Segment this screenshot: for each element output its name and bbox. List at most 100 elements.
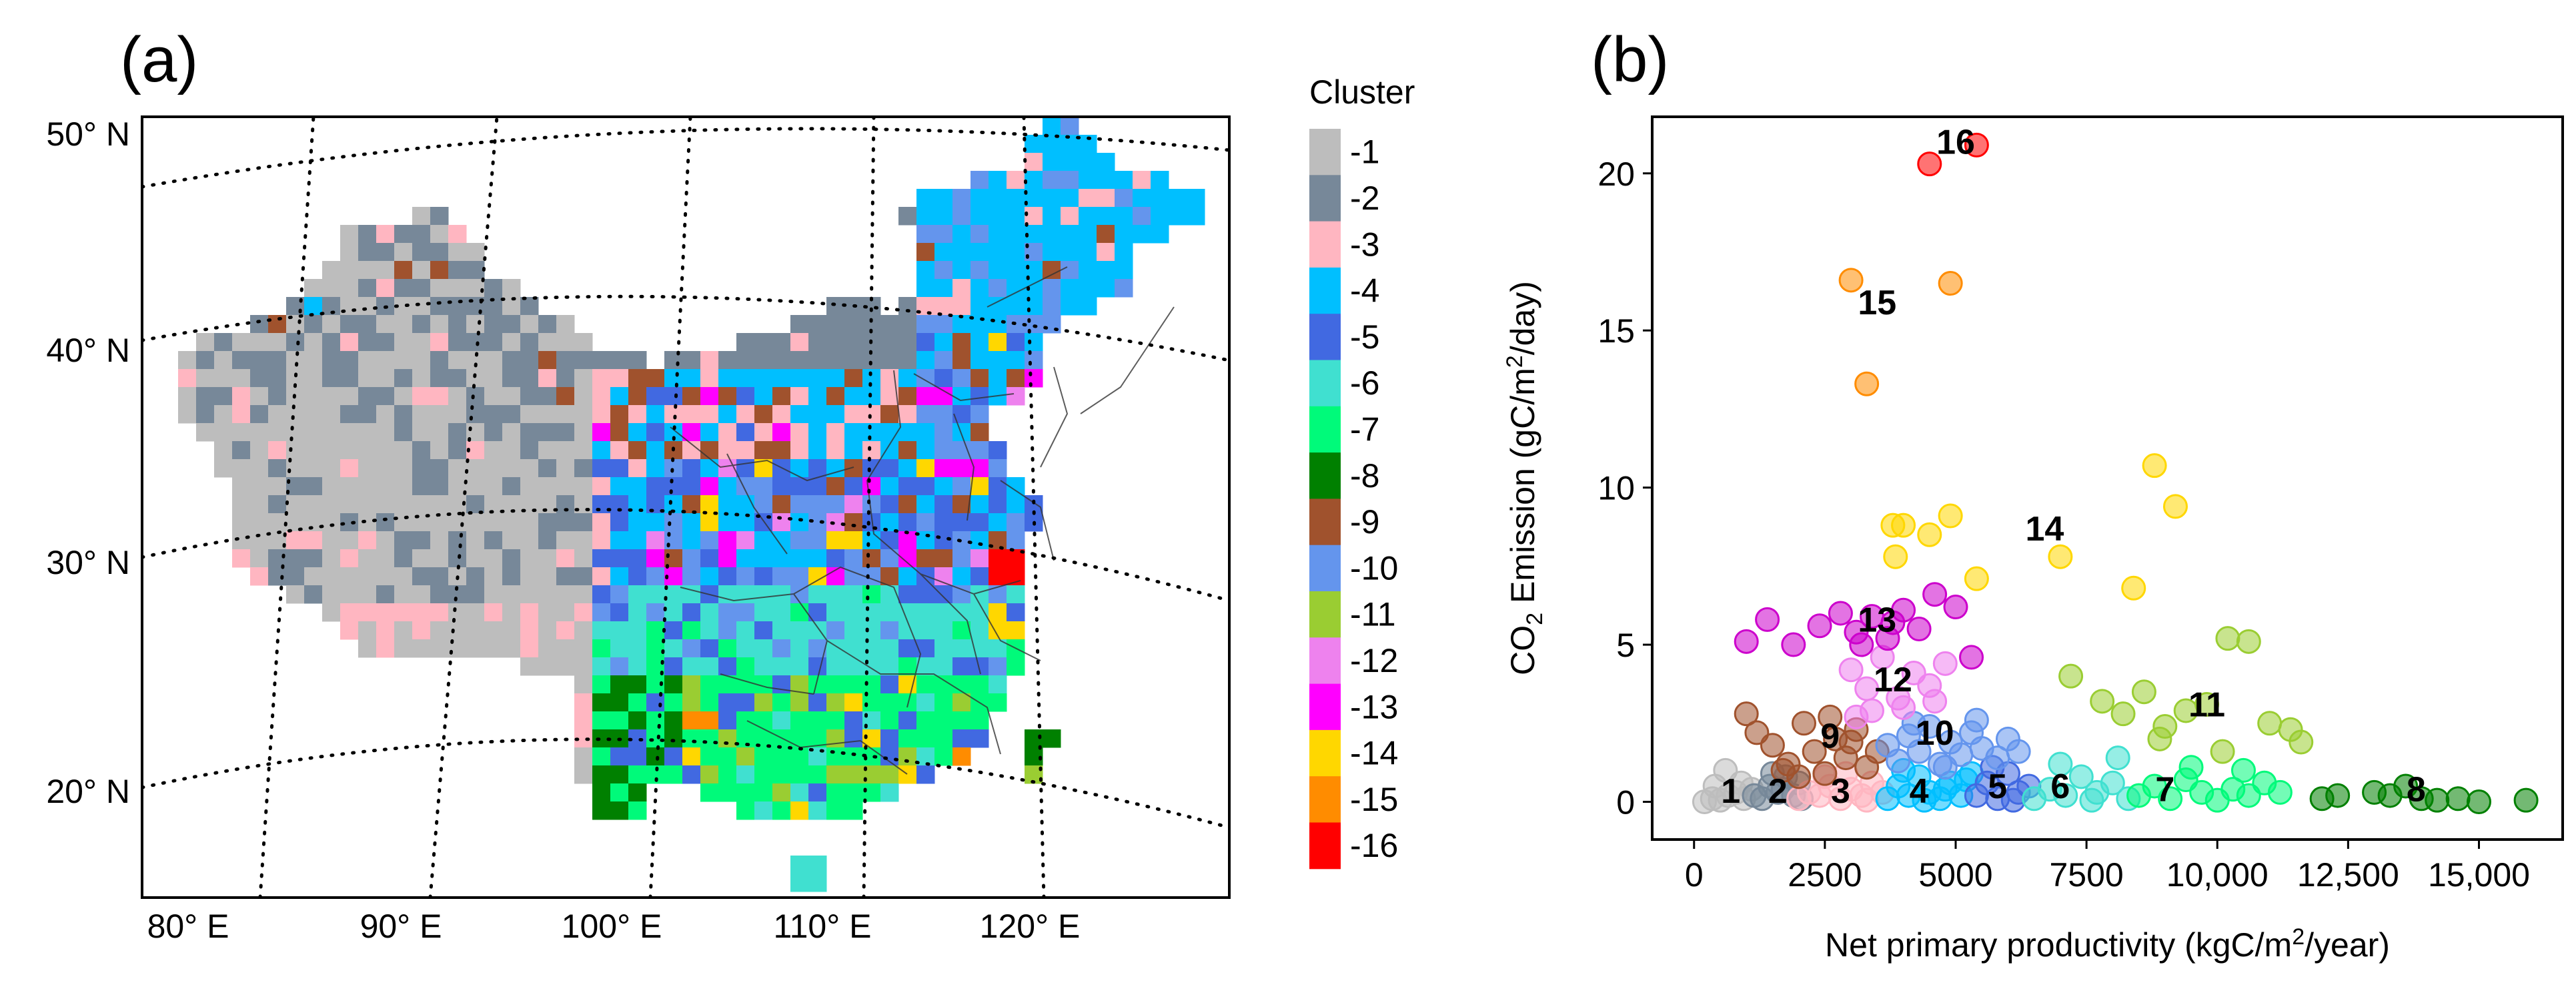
map-cell — [214, 405, 233, 424]
map-cell — [466, 567, 485, 586]
map-cell — [934, 387, 953, 406]
map-cell — [322, 585, 341, 604]
map-cell — [880, 549, 899, 568]
map-cell — [538, 531, 557, 550]
map-cell — [322, 549, 341, 568]
map-cell — [844, 531, 863, 550]
map-cell — [628, 369, 647, 388]
map-cell — [574, 711, 593, 730]
map-cell — [268, 351, 287, 370]
map-cell — [232, 351, 251, 370]
map-cell — [1061, 279, 1079, 298]
map-cell — [952, 333, 971, 352]
map-cell — [430, 279, 449, 298]
map-cell — [898, 423, 917, 442]
map-cell — [934, 693, 953, 712]
map-cell — [934, 261, 953, 280]
map-cell — [898, 405, 917, 424]
legend-swatch-5 — [1309, 314, 1341, 360]
map-cell — [268, 513, 287, 532]
map-cell — [700, 495, 719, 514]
map-cell — [826, 315, 845, 334]
map-cell — [466, 639, 485, 658]
map-cell — [916, 207, 935, 226]
map-cell — [808, 405, 827, 424]
map-cell — [430, 315, 449, 334]
map-cell — [412, 279, 431, 298]
map-cell — [1043, 225, 1061, 244]
map-cell — [1007, 621, 1025, 640]
map-cell — [448, 351, 467, 370]
map-cell — [250, 351, 269, 370]
legend-swatch-14 — [1309, 729, 1341, 777]
map-cell — [610, 387, 629, 406]
map-cell — [430, 459, 449, 478]
lon-label-90: 90° E — [360, 908, 442, 945]
map-cell — [340, 567, 359, 586]
map-cell — [304, 369, 323, 388]
map-cell — [196, 405, 215, 424]
map-cell — [430, 243, 449, 262]
map-cell — [736, 747, 755, 766]
map-cell — [790, 531, 809, 550]
map-cell — [736, 765, 755, 784]
map-cell — [844, 495, 863, 514]
map-cell — [682, 351, 701, 370]
map-cell — [1043, 117, 1061, 135]
map-cell — [971, 261, 989, 280]
map-cell — [844, 585, 863, 604]
map-cell — [971, 351, 989, 370]
map-cell — [322, 513, 341, 532]
map-cell — [971, 207, 989, 226]
map-cell — [989, 315, 1007, 334]
map-cell — [466, 279, 485, 298]
map-cell — [646, 639, 665, 658]
map-cell — [844, 513, 863, 532]
map-cell — [916, 423, 935, 442]
map-cell — [376, 369, 395, 388]
map-cell — [646, 567, 665, 586]
map-cell — [754, 657, 773, 676]
map-cell — [898, 747, 917, 766]
map-cell — [1043, 315, 1061, 334]
map-cell — [1043, 189, 1061, 208]
map-cell — [808, 657, 827, 676]
map-cell — [754, 567, 773, 586]
map-cell — [358, 513, 377, 532]
map-cell — [448, 279, 467, 298]
map-cell — [628, 387, 647, 406]
map-cell — [844, 387, 863, 406]
map-cell — [826, 387, 845, 406]
map-cell — [971, 711, 989, 730]
map-cell — [376, 423, 395, 442]
map-cell — [754, 495, 773, 514]
map-cell — [718, 729, 737, 748]
map-cell — [394, 261, 413, 280]
map-cell — [1079, 153, 1097, 172]
map-cell — [916, 711, 935, 730]
map-cell — [880, 711, 899, 730]
map-cell — [736, 657, 755, 676]
map-cell — [1097, 279, 1115, 298]
map-cell — [304, 549, 323, 568]
map-cell — [844, 783, 863, 802]
map-cell — [1025, 207, 1043, 226]
map-cell — [610, 675, 629, 694]
map-cell — [646, 477, 665, 496]
map-cell — [826, 477, 845, 496]
map-cell — [952, 369, 971, 388]
map-cell — [1043, 243, 1061, 262]
map-cell — [898, 711, 917, 730]
map-cell — [412, 369, 431, 388]
map-cell — [286, 333, 305, 352]
map-cell — [304, 387, 323, 406]
map-cell — [322, 477, 341, 496]
map-cell — [268, 477, 287, 496]
map-cell — [340, 261, 359, 280]
map-cell — [628, 693, 647, 712]
map-cell — [844, 747, 863, 766]
map-cell — [700, 387, 719, 406]
map-cell — [286, 531, 305, 550]
map-cell — [826, 711, 845, 730]
